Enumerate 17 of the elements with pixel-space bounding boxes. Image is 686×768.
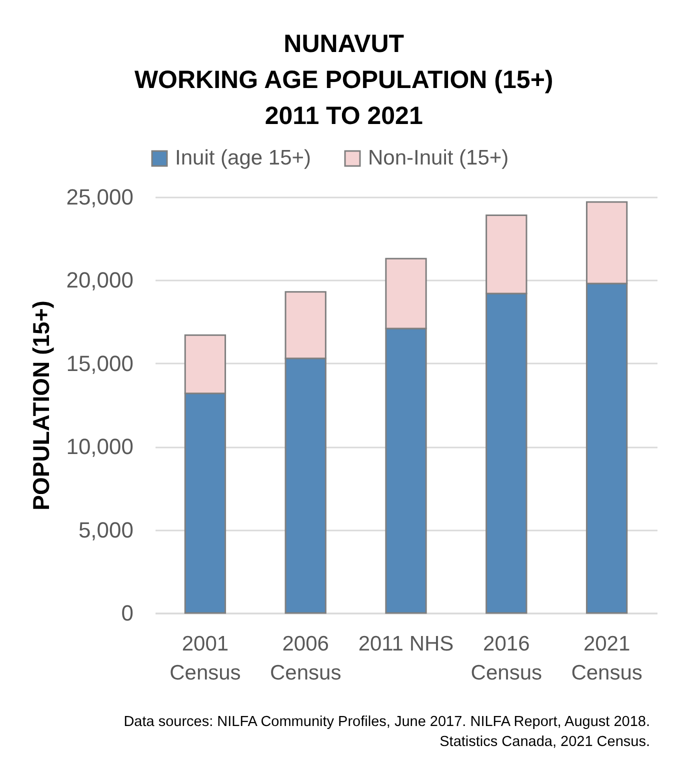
legend-label: Inuit (age 15+): [175, 146, 312, 170]
y-tick-label: 20,000: [66, 268, 134, 293]
y-tick-label: 5,000: [78, 517, 134, 542]
y-tick-label: 0: [121, 600, 134, 626]
chart-title: NUNAVUT WORKING AGE POPULATION (15+) 2011 TO 2021: [134, 30, 554, 130]
x-tick-label: 2021 Census: [571, 632, 642, 684]
y-tick-label: 25,000: [66, 184, 134, 210]
x-tick-label: 2011 NHS: [358, 632, 454, 656]
text: Statistics Canada, 2021 Census.: [440, 734, 650, 750]
y-axis-title: POPULATION (15+): [28, 300, 54, 510]
x-tick-label: 2006 Census: [270, 632, 342, 684]
y-tick-label: 10,000: [66, 434, 134, 460]
text: Data sources: NILFA Community Profiles, June 2017. NILFA Report, August 2018.: [124, 714, 650, 730]
x-tick-label: 2001 Census: [170, 632, 241, 684]
y-tick-label: 15,000: [66, 350, 134, 376]
x-tick-label: 2016 Census: [470, 632, 542, 684]
legend-label: Non-Inuit (15+): [368, 146, 509, 170]
